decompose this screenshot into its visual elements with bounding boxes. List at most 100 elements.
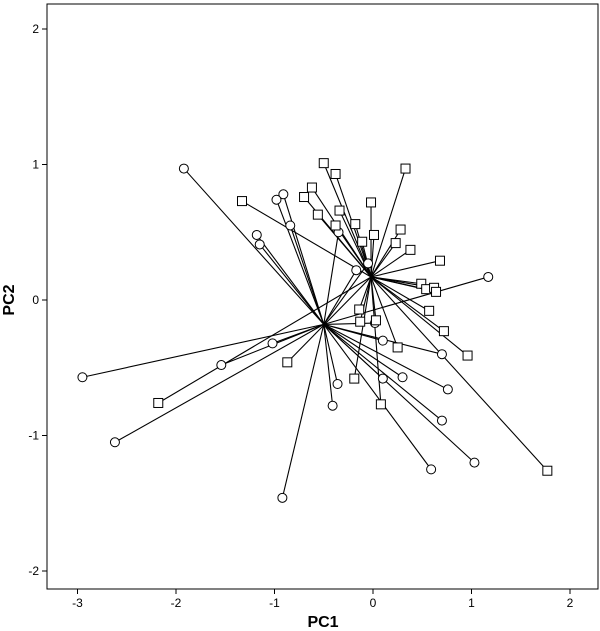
circle-spoke [323,322,375,325]
circle-point [442,384,453,395]
circle-point [251,229,262,240]
y-tick-label: 1 [32,158,39,172]
square-point [330,220,341,231]
square-spoke [241,200,372,278]
circle-point [77,372,88,383]
x-tick-label: -1 [269,596,280,610]
plot-frame [46,3,599,590]
square-spoke [370,276,382,405]
x-tick-label: -2 [171,596,182,610]
square-point [357,236,368,247]
square-spoke [370,249,411,278]
square-point [400,163,411,174]
square-spoke [370,276,445,332]
y-tick-label: -2 [28,564,39,578]
circle-spoke [183,168,325,325]
square-point [405,244,416,255]
circle-spoke [323,263,369,325]
circle-spoke [323,323,475,464]
circle-spoke [323,323,443,422]
circle-spoke [259,244,325,325]
circle-point [178,163,189,174]
square-spoke [370,234,375,278]
circle-point [436,349,447,360]
square-point [370,315,381,326]
circle-spoke [323,232,340,325]
square-point [438,326,449,337]
circle-spoke [323,323,403,378]
circle-point [327,400,338,411]
square-point [334,205,345,216]
points [77,158,553,503]
circle-point [267,338,278,349]
square-point [350,219,361,230]
circle-spoke [282,194,325,325]
x-tick-label: 1 [468,596,475,610]
circle-point [278,189,289,200]
x-axis-title: PC1 [307,614,338,631]
tick-labels: -3 -2 -1 0 1 2 -2 -1 0 1 2 [28,22,573,610]
square-spoke [370,276,430,312]
square-point [392,342,403,353]
x-tick-label: 2 [567,596,574,610]
square-point [330,168,341,179]
square-spoke [358,276,372,310]
square-point [390,238,401,249]
square-point [236,196,247,207]
square-point [282,357,293,368]
y-axis-title: PC2 [1,284,18,315]
square-spoke [323,162,372,278]
square-point [306,182,317,193]
square-point [312,209,323,220]
square-point [424,305,435,316]
square-point [355,316,366,327]
square-point [434,255,445,266]
circle-point [469,457,480,468]
y-tick-label: 2 [32,22,39,36]
circle-point [377,335,388,346]
circle-spoke [323,324,432,470]
circle-spoke [281,324,325,498]
square-spoke [370,168,407,278]
circle-spoke [114,323,325,443]
circle-point [397,372,408,383]
square-spoke [370,276,468,356]
square-point [153,397,164,408]
square-point [375,399,386,410]
circle-point [277,492,288,503]
circle-point [332,379,343,390]
square-point [354,304,365,315]
circle-spoke [256,234,325,325]
square-point [368,229,379,240]
circle-point [351,265,362,276]
square-point [318,158,329,169]
square-spoke [370,260,441,278]
circle-spoke [323,324,334,406]
circle-point [271,194,282,205]
square-spoke [370,276,399,348]
spokes [82,162,548,498]
square-point [462,350,473,361]
square-spoke [370,242,397,278]
circle-point [216,360,227,371]
circle-spoke [275,199,325,325]
square-point [299,192,310,203]
x-tick-label: 0 [370,596,377,610]
square-spoke [286,276,372,363]
square-point [431,286,442,297]
circle-spoke [323,324,339,385]
circle-spoke [323,323,449,390]
square-spoke [353,276,372,379]
x-tick-label: -3 [72,596,83,610]
circle-point [426,464,437,475]
square-spoke [317,214,372,278]
circle-point [377,373,388,384]
circle-point [483,271,494,282]
y-tick-label: 0 [32,293,39,307]
square-point [395,224,406,235]
circle-spoke [323,276,489,325]
circle-spoke [323,269,357,325]
circle-spoke [289,225,325,325]
square-spoke [370,276,548,472]
